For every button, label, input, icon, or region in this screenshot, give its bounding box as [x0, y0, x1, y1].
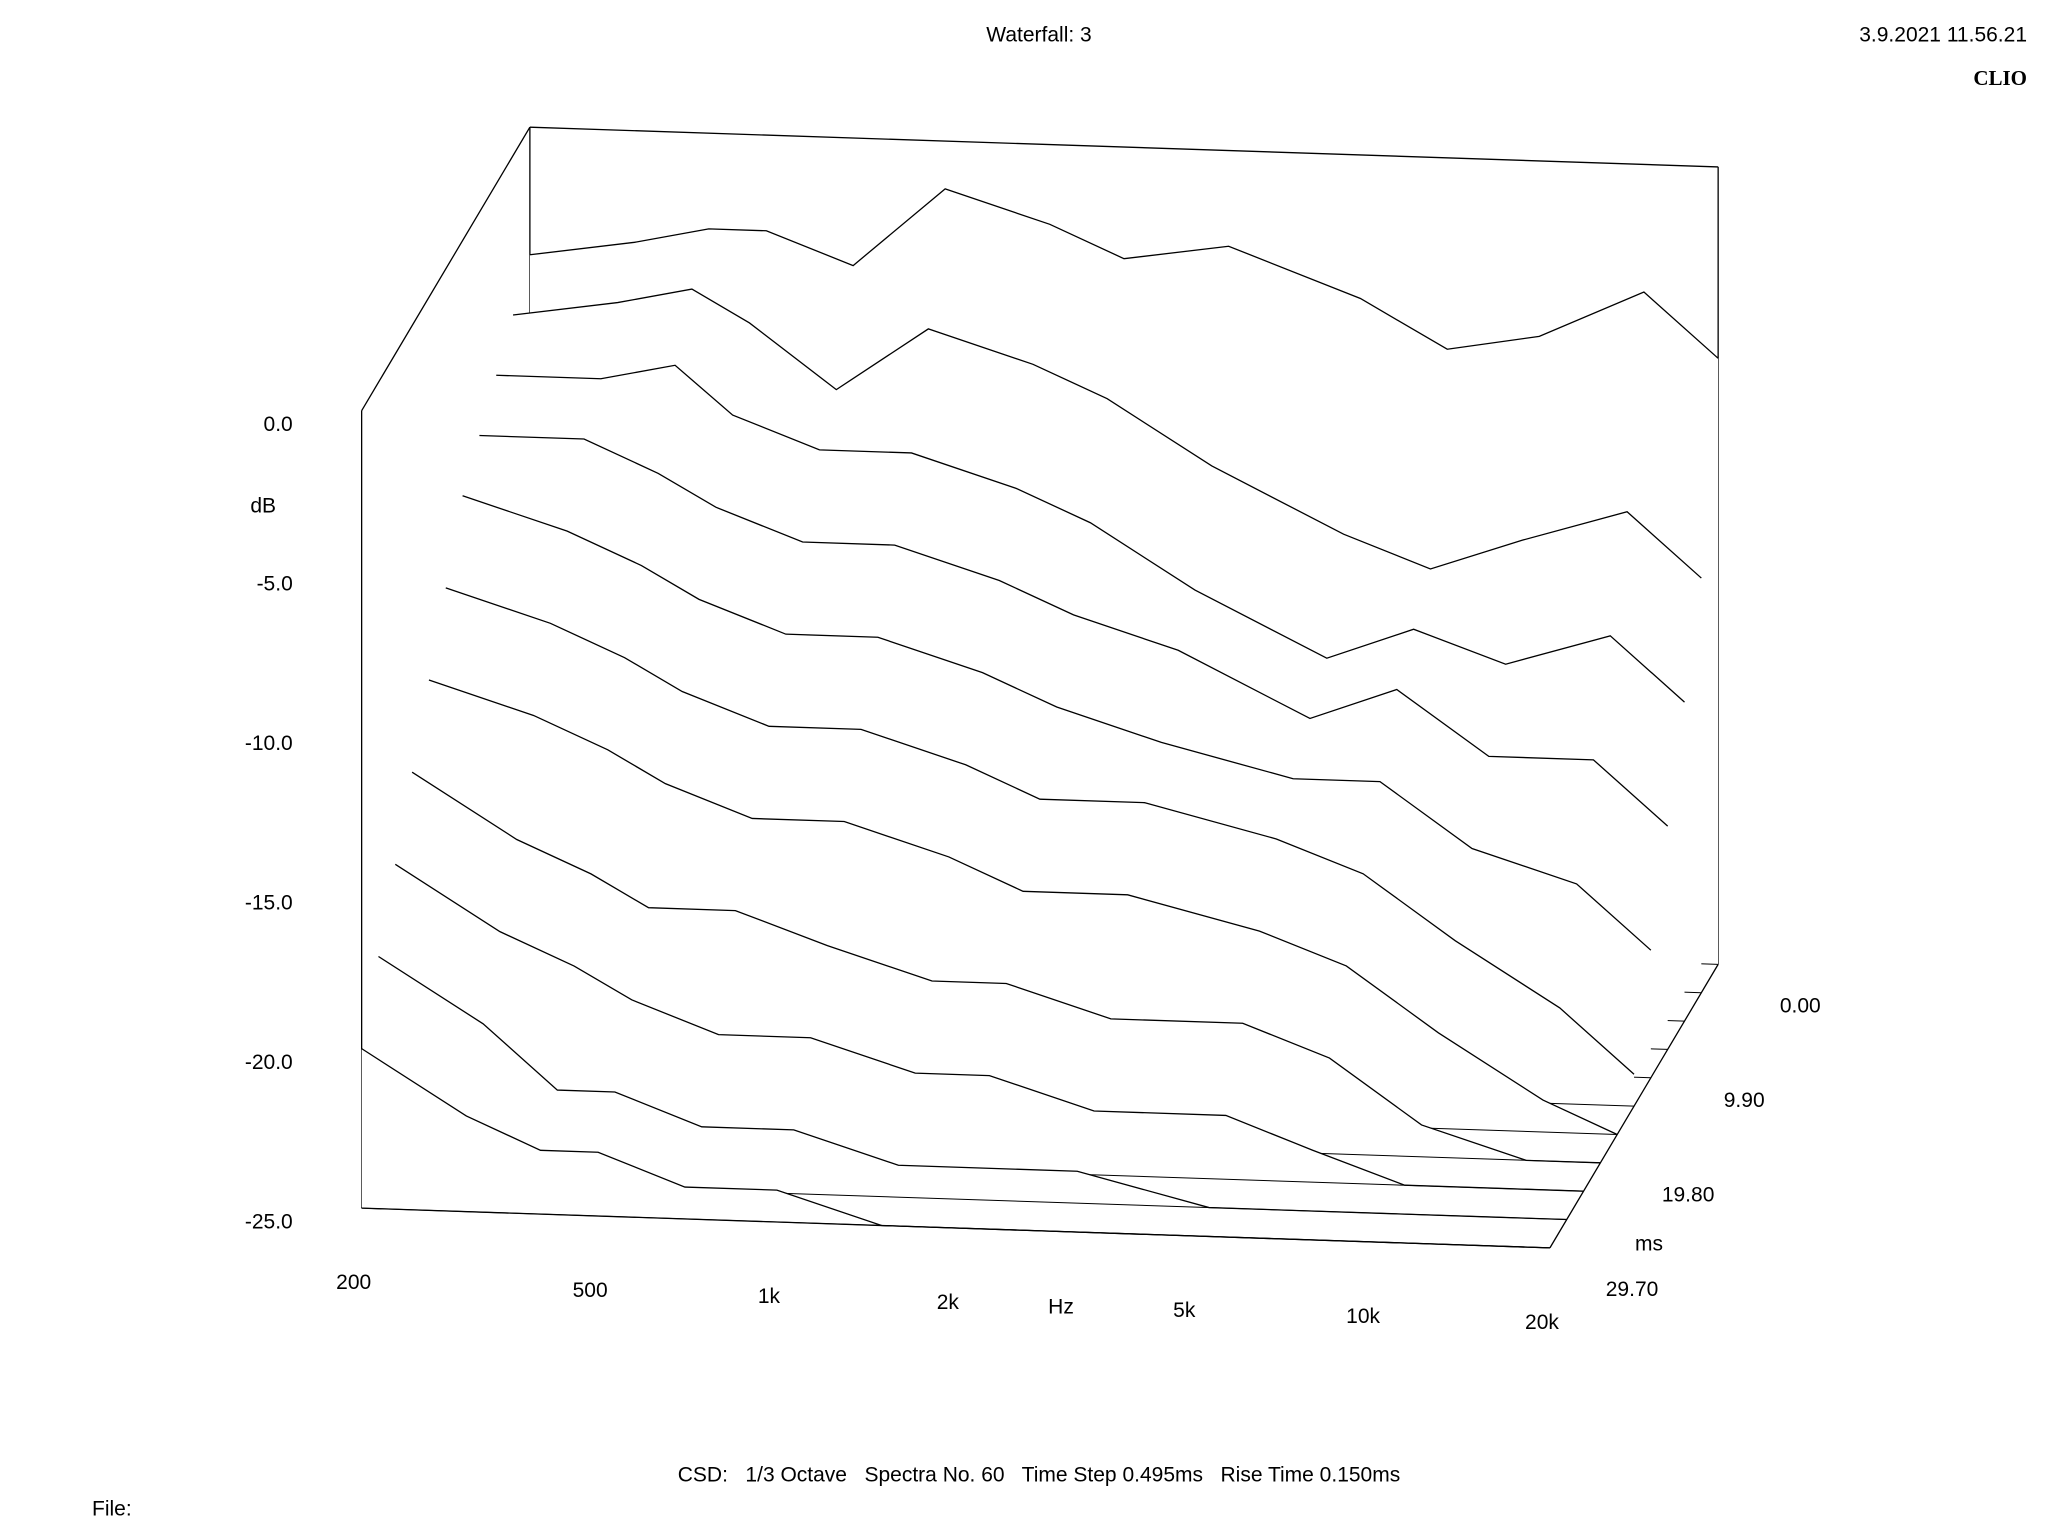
spectrum-line — [512, 288, 1702, 579]
spectrum-line — [394, 863, 1584, 1192]
footer: CSD: 1/3 Octave Spectra No. 60 Time Step… — [678, 1464, 1400, 1487]
x-tick-label: 500 — [573, 1279, 608, 1302]
x-axis-label: Hz — [1048, 1296, 1074, 1319]
x-tick-label: 200 — [336, 1271, 371, 1294]
spectrum-line — [529, 188, 1719, 359]
spectrum-fill — [378, 956, 1567, 1220]
spectrum-fill — [395, 864, 1584, 1192]
y-tick-label: -15.0 — [245, 891, 293, 914]
z-tick-label: 9.90 — [1724, 1089, 1765, 1112]
y-tick-label: -10.0 — [245, 732, 293, 755]
z-tick-label: 19.80 — [1662, 1183, 1715, 1206]
file-label: File: — [92, 1498, 132, 1521]
spectrum-line — [445, 587, 1635, 1075]
x-tick-label: 5k — [1173, 1299, 1196, 1322]
spectrum-line — [411, 771, 1601, 1164]
axis-frame — [529, 126, 1719, 168]
y-tick-label: -20.0 — [245, 1051, 293, 1074]
x-tick-label: 10k — [1346, 1305, 1380, 1328]
spectrum-line — [479, 434, 1669, 827]
timestamp: 3.9.2021 11.56.21 — [1859, 24, 2027, 47]
y-tick-label: -5.0 — [257, 572, 293, 595]
z-tick-label: 0.00 — [1780, 994, 1821, 1017]
y-tick-label: 0.0 — [264, 413, 293, 436]
axis-frame — [361, 1207, 1550, 1249]
axis-frame — [1549, 964, 1719, 1249]
spectrum-line — [378, 955, 1567, 1221]
spectrum-fill — [361, 1048, 1550, 1248]
x-tick-label: 1k — [758, 1285, 781, 1308]
z-axis-label: ms — [1635, 1233, 1663, 1256]
brand: CLIO — [1973, 66, 2027, 90]
y-tick-label: -25.0 — [245, 1210, 293, 1233]
chart-title: Waterfall: 3 — [986, 24, 1091, 47]
z-tick-label: 29.70 — [1606, 1278, 1659, 1301]
spectrum-line — [462, 495, 1652, 951]
x-tick-label: 2k — [937, 1291, 960, 1314]
spectrum-line — [496, 364, 1685, 703]
x-tick-label: 20k — [1525, 1311, 1559, 1334]
y-axis-label: dB — [250, 495, 276, 518]
axis-frame — [361, 126, 531, 411]
spectrum-line — [428, 679, 1618, 1136]
